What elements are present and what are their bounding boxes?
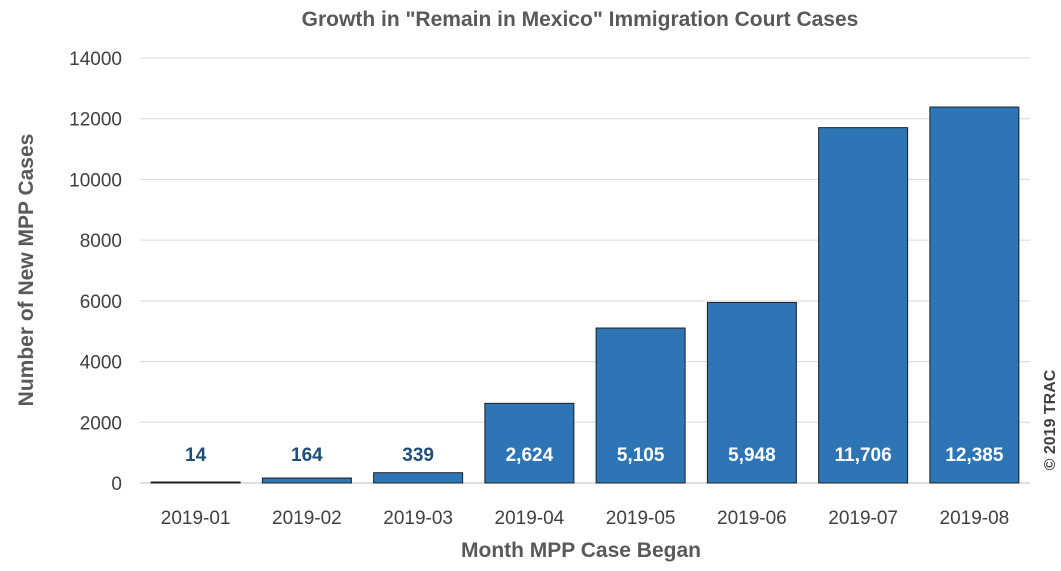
data-label: 2,624 <box>506 445 554 466</box>
gridlines <box>140 57 1030 484</box>
bar <box>595 327 686 484</box>
data-label: 5,948 <box>728 445 776 466</box>
x-tick-label: 2019-02 <box>272 508 342 529</box>
bar <box>373 472 464 484</box>
data-label: 164 <box>291 445 323 466</box>
y-tick-label: 6000 <box>80 292 122 313</box>
y-tick-label: 12000 <box>69 110 122 131</box>
x-tick-label: 2019-07 <box>828 508 898 529</box>
data-labels: 14 164 339 2,624 5,105 5,948 11,706 12,385 <box>185 445 1004 466</box>
bar <box>929 106 1020 484</box>
y-tick-label: 10000 <box>69 170 122 191</box>
x-tick-label: 2019-03 <box>383 508 453 529</box>
bar <box>150 481 241 484</box>
y-tick-label: 8000 <box>80 231 122 252</box>
bar <box>818 127 909 484</box>
y-axis-title: Number of New MPP Cases <box>15 134 38 407</box>
data-label: 12,385 <box>945 445 1004 466</box>
data-label: 339 <box>402 445 434 466</box>
y-tick-label: 14000 <box>69 49 122 70</box>
x-tick-label: 2019-04 <box>495 508 565 529</box>
x-tick-label: 2019-01 <box>161 508 231 529</box>
x-tick-label: 2019-05 <box>606 508 676 529</box>
bar <box>484 402 575 484</box>
x-axis-ticks: 2019-01 2019-02 2019-03 2019-04 2019-05 2019-… <box>161 508 1009 529</box>
chart-title: Growth in "Remain in Mexico" Immigration… <box>302 8 859 31</box>
y-tick-label: 0 <box>111 474 122 495</box>
data-label: 11,706 <box>835 445 892 466</box>
copyright-credit: © 2019 TRAC <box>1042 369 1059 470</box>
data-label: 14 <box>185 445 207 466</box>
bar <box>261 477 352 484</box>
y-tick-label: 2000 <box>80 413 122 434</box>
bar <box>706 301 797 484</box>
x-tick-label: 2019-08 <box>940 508 1010 529</box>
y-axis-ticks: 0 2000 4000 6000 8000 10000 12000 14000 <box>69 49 122 495</box>
x-axis-title: Month MPP Case Began <box>461 539 701 562</box>
x-tick-label: 2019-06 <box>717 508 787 529</box>
y-tick-label: 4000 <box>80 353 122 374</box>
data-label: 5,105 <box>617 445 665 466</box>
bars <box>150 106 1020 484</box>
